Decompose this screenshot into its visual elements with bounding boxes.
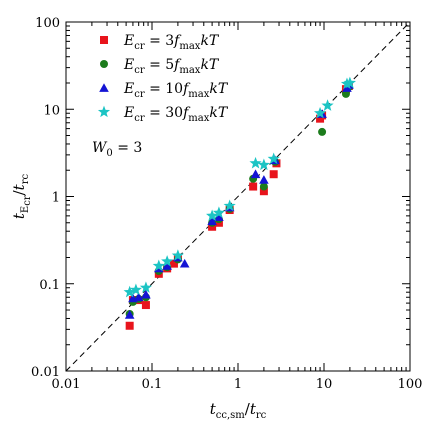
data-point-star — [249, 156, 262, 169]
data-point-square — [141, 301, 150, 310]
data-point-star — [267, 152, 280, 165]
data-point-star — [161, 255, 174, 267]
annotation-group: W0 = 3 — [92, 140, 142, 159]
data-point-circle — [341, 89, 350, 98]
y-tick-label: 1 — [52, 191, 60, 206]
data-point-square — [125, 321, 134, 330]
reference-line — [65, 21, 411, 372]
data-point-square — [169, 259, 178, 268]
data-point-circle — [259, 182, 268, 191]
series-4 — [123, 76, 356, 298]
data-point-star — [123, 285, 136, 298]
data-point-triangle — [214, 212, 224, 221]
reference-line-group — [65, 21, 411, 372]
data-point-star — [206, 209, 219, 222]
legend: Ecr = 3fmaxkT Ecr = 5fmaxkT Ecr = 10fmaxkT… — [97, 33, 229, 124]
data-point-triangle — [259, 175, 269, 184]
legend-label: Ecr = 30fmaxkT — [123, 105, 229, 124]
data-point-star — [139, 281, 153, 293]
data-point-triangle — [179, 258, 190, 268]
x-axis-title: tcc,sm/trc — [210, 400, 267, 421]
data-point-square — [259, 187, 268, 196]
legend-marker-square — [100, 36, 108, 44]
data-point-triangle — [250, 169, 261, 179]
legend-marker-triangle — [99, 83, 109, 92]
data-point-triangle — [207, 216, 217, 226]
legend-label: Ecr = 3fmaxkT — [123, 33, 220, 52]
annotation-w0: W0 = 3 — [92, 140, 142, 159]
y-tick-label: 0.01 — [31, 365, 60, 380]
data-point-square — [269, 170, 278, 179]
data-point-star — [212, 206, 226, 218]
axis-ticks — [65, 21, 411, 372]
data-point-star — [171, 249, 184, 261]
tick-labels: 0.01 0.1 1 10 100 0.01 0.1 1 10 100 — [31, 16, 422, 392]
x-tick-label: 1 — [234, 377, 242, 392]
y-tick-label: 100 — [35, 16, 60, 31]
data-point-triangle — [124, 310, 135, 319]
x-tick-label: 0.1 — [142, 377, 163, 392]
data-point-circle — [318, 127, 327, 136]
x-tick-label: 0.01 — [52, 377, 81, 392]
data-point-star — [223, 199, 236, 212]
y-tick-label: 0.1 — [39, 278, 60, 293]
data-point-triangle — [141, 289, 151, 299]
data-point-square — [249, 182, 258, 191]
data-point-star — [152, 259, 165, 272]
data-point-triangle — [162, 261, 172, 270]
x-tick-label: 10 — [316, 377, 333, 392]
data-point-star — [343, 76, 356, 89]
data-points — [123, 76, 356, 330]
legend-marker-star — [97, 105, 111, 118]
x-tick-label: 100 — [398, 377, 423, 392]
data-point-star — [257, 158, 270, 171]
data-point-star — [321, 99, 334, 111]
legend-label: Ecr = 5fmaxkT — [123, 57, 220, 76]
data-point-triangle — [133, 292, 144, 302]
legend-label: Ecr = 10fmaxkT — [123, 81, 229, 100]
y-axis-title: tEcr/trc — [10, 174, 33, 220]
data-point-star — [129, 283, 142, 296]
data-point-star — [313, 106, 327, 119]
axis-titles: tcc,sm/trc tEcr/trc — [10, 174, 267, 421]
y-tick-label: 10 — [43, 103, 60, 118]
legend-marker-circle — [100, 60, 108, 68]
